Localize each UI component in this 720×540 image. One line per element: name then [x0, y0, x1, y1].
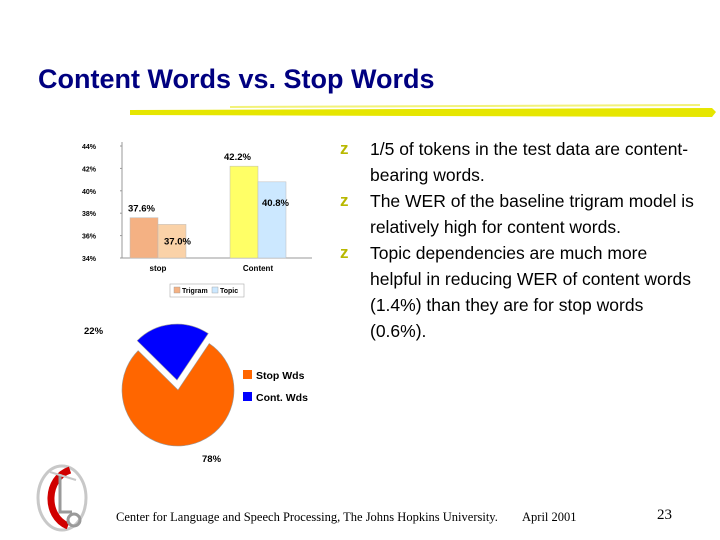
y-tick-label: 42% — [82, 166, 97, 173]
footer-institution: Center for Language and Speech Processin… — [116, 510, 498, 524]
bar — [229, 165, 259, 259]
bullet-text: Topic dependencies are much more helpful… — [370, 243, 691, 341]
page-number: 23 — [657, 507, 672, 523]
bullet-text: The WER of the baseline trigram model is… — [370, 191, 694, 237]
bullet-text: 1/5 of tokens in the test data are conte… — [370, 139, 689, 185]
bullet-item: z The WER of the baseline trigram model … — [340, 188, 700, 240]
bar — [157, 224, 187, 259]
data-label: 40.8% — [262, 198, 289, 209]
bar — [257, 181, 287, 259]
y-tick-label: 36% — [82, 234, 97, 241]
legend-swatch — [211, 286, 219, 294]
data-label: 42.2% — [224, 152, 251, 163]
data-label: 37.6% — [128, 204, 155, 215]
title-underline — [130, 104, 716, 117]
y-tick-label: 40% — [82, 189, 97, 196]
pie-slice — [136, 323, 209, 381]
y-tick-label: 38% — [82, 211, 97, 218]
bullet-icon: z — [340, 191, 349, 210]
bullet-icon: z — [340, 243, 349, 262]
pie-chart: 22% 78% Stop Wds Cont. Wds — [84, 323, 308, 465]
legend-frame — [169, 283, 245, 298]
legend-swatch — [173, 286, 181, 294]
x-tick-label: Content — [243, 264, 274, 273]
legend-label: Cont. Wds — [256, 392, 308, 404]
bar-legend: Trigram Topic — [169, 283, 245, 298]
y-tick-label: 34% — [82, 256, 97, 263]
clsp-logo — [36, 464, 88, 532]
legend-swatch — [243, 370, 252, 379]
bullet-icon: z — [340, 139, 349, 158]
legend-label: Trigram — [182, 288, 208, 295]
footer-date: April 2001 — [522, 510, 577, 524]
y-tick-label: 44% — [82, 144, 97, 151]
legend-label: Stop Wds — [256, 370, 305, 382]
bar-chart: 34% 36% 38% 40% 42% 44% 37.6% 37.0% stop 42.2% 40.… — [82, 142, 312, 298]
pie-legend: Stop Wds Cont. Wds — [243, 370, 308, 404]
data-label: 37.0% — [164, 236, 191, 247]
data-label: 78% — [202, 454, 222, 465]
slide-title: Content Words vs. Stop Words — [38, 64, 435, 94]
x-tick-label: stop — [150, 264, 167, 273]
pie-slice — [121, 343, 235, 447]
data-label: 22% — [84, 326, 104, 337]
bullet-item: z 1/5 of tokens in the test data are con… — [340, 136, 700, 188]
legend-swatch — [243, 392, 252, 401]
bar — [129, 217, 159, 259]
legend-label: Topic — [220, 288, 238, 295]
bullet-item: z Topic dependencies are much more helpf… — [340, 240, 700, 344]
bullet-list: z 1/5 of tokens in the test data are con… — [340, 136, 700, 344]
